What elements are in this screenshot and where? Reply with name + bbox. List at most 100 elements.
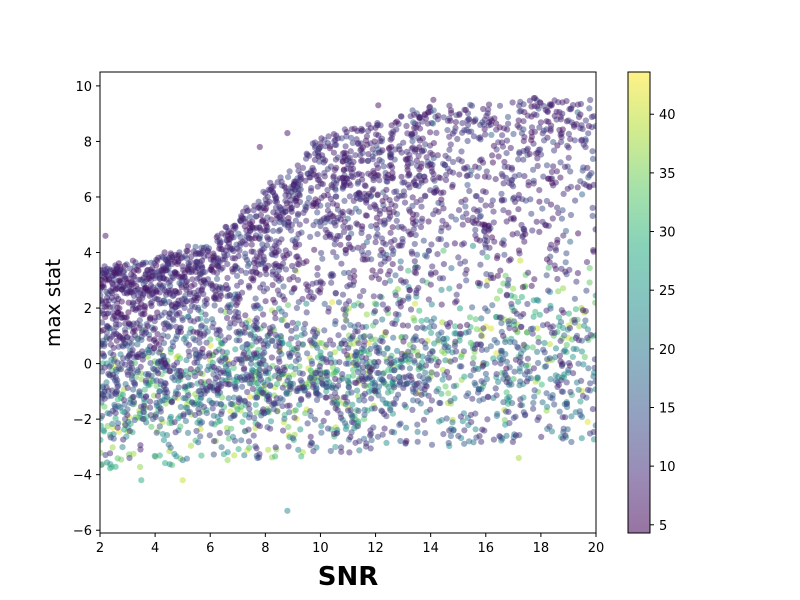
data-point [284,507,291,514]
data-point [476,237,483,244]
data-point [310,448,317,455]
data-point [393,118,400,125]
data-point [329,384,336,391]
data-point [482,131,489,138]
data-point [457,413,464,420]
data-point [223,349,231,356]
data-point [435,236,442,243]
data-point [336,359,343,366]
data-point [374,164,382,171]
data-point [348,429,355,436]
data-point [291,284,298,292]
data-point [519,284,527,291]
data-point [476,433,483,440]
data-point [484,110,491,117]
data-point [558,215,566,222]
data-point [516,102,523,109]
data-point [443,241,450,248]
data-point [515,206,522,213]
data-point [489,152,496,159]
data-point [453,291,460,298]
data-point [521,109,528,116]
data-point [310,384,317,391]
data-point [161,287,169,294]
data-point [433,388,440,395]
data-point [253,302,260,309]
data-point [124,411,131,418]
data-point [374,231,381,238]
data-point [280,364,287,371]
data-point [486,119,493,126]
data-point [338,448,345,455]
data-point [538,433,545,440]
data-point [338,260,345,267]
data-point [568,438,575,446]
data-point [520,311,527,318]
data-point [341,348,348,355]
data-point [129,305,137,312]
data-point [159,397,166,404]
data-point [129,257,136,264]
data-point [241,365,248,372]
data-point [462,203,469,210]
data-point [571,316,578,323]
data-point [269,281,276,289]
data-point [361,397,368,404]
data-point [503,291,511,298]
data-point [438,286,445,293]
data-point [411,268,418,276]
data-point [493,371,500,378]
data-point [134,368,141,375]
data-point [260,406,267,413]
data-point [130,268,137,275]
data-point [393,357,400,364]
data-point [368,274,375,281]
data-point [541,349,548,356]
data-point [520,118,527,125]
data-point [330,272,337,279]
data-point [438,301,445,308]
data-point [468,102,476,109]
data-point [120,355,127,362]
data-point [234,299,241,306]
data-point [548,428,556,435]
data-point [282,311,289,318]
data-point [403,122,410,130]
data-point [481,173,488,180]
data-point [473,217,480,224]
data-point [463,277,470,284]
data-point [416,166,423,173]
data-point [561,163,569,170]
data-point [144,322,151,329]
data-point [275,239,283,246]
data-point [199,345,206,352]
data-point [347,244,354,251]
data-point [327,195,334,203]
data-point [552,247,560,254]
data-point [242,312,249,319]
data-point [534,149,541,156]
data-point [477,261,484,268]
data-point [313,390,320,397]
data-point [428,397,435,404]
data-point [270,296,277,303]
data-point [497,267,504,274]
data-point [153,262,160,269]
data-point [161,389,168,396]
data-point [400,139,407,146]
data-point [559,126,566,133]
data-point [146,335,153,342]
data-point [352,439,359,446]
data-point [217,245,224,253]
data-point [592,378,596,385]
data-point [189,276,196,283]
data-point [272,444,279,451]
data-point [392,311,399,318]
data-point [474,173,481,180]
data-point [274,408,281,415]
data-point [350,278,358,285]
data-point [331,219,338,226]
data-point [197,433,204,440]
data-point [137,463,144,471]
